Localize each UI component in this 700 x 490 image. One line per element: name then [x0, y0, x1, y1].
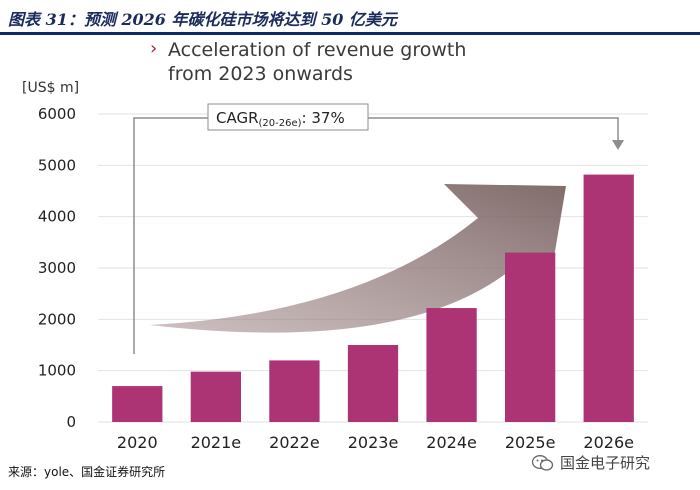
x-tick-label-2021e: 2021e [191, 433, 242, 452]
bar-2025e [505, 252, 556, 422]
y-tick-label: 6000 [38, 105, 76, 123]
bar-chart: › Acceleration of revenue growth from 20… [22, 38, 648, 452]
bar-2021e [190, 371, 241, 422]
x-tick-label-2026e: 2026e [583, 433, 634, 452]
watermark: 国金电子研究 [532, 452, 650, 473]
chart-bullet: › [150, 38, 157, 59]
cagr-label: CAGR(20-26e): 37% [216, 109, 345, 129]
cagr-box [207, 103, 369, 131]
source-note: 来源：yole、国金证券研究所 [8, 465, 166, 479]
watermark-text: 国金电子研究 [560, 454, 651, 472]
y-tick-label: 4000 [38, 208, 76, 226]
cagr-bracket-arrowhead [612, 140, 624, 150]
bar-2023e [347, 345, 399, 422]
x-tick-label-2020: 2020 [117, 433, 158, 452]
growth-arrow [150, 184, 566, 333]
x-tick-label-2024e: 2024e [426, 433, 477, 452]
bar-2026e [583, 174, 634, 422]
y-tick-label: 0 [66, 413, 76, 431]
y-axis-label: [US$ m] [22, 80, 79, 96]
y-tick-labels: 0 1000 2000 3000 4000 5000 6000 [38, 105, 76, 431]
y-tick-label: 3000 [38, 259, 76, 277]
y-tick-label: 5000 [38, 156, 76, 174]
x-tick-labels: 2020 2021e 2022e 2023e 2024e 2025e 2026e [117, 433, 634, 452]
bar-2022e [269, 360, 320, 422]
title-rule [0, 32, 700, 35]
wechat-icon [532, 454, 554, 471]
y-tick-label: 2000 [38, 310, 76, 328]
bar-2020 [112, 386, 163, 422]
chart-title-line1: Acceleration of revenue growth [168, 39, 466, 61]
x-tick-label-2025e: 2025e [505, 433, 556, 452]
cagr-bracket-line [133, 117, 619, 354]
y-tick-label: 1000 [38, 362, 76, 380]
x-tick-label-2023e: 2023e [348, 433, 399, 452]
x-tick-label-2022e: 2022e [269, 433, 320, 452]
bar-2024e [426, 308, 477, 422]
bars [112, 174, 634, 422]
chart-title-line2: from 2023 onwards [168, 63, 353, 85]
figure-title: 图表 31：预测 2026 年碳化硅市场将达到 50 亿美元 [8, 10, 397, 29]
